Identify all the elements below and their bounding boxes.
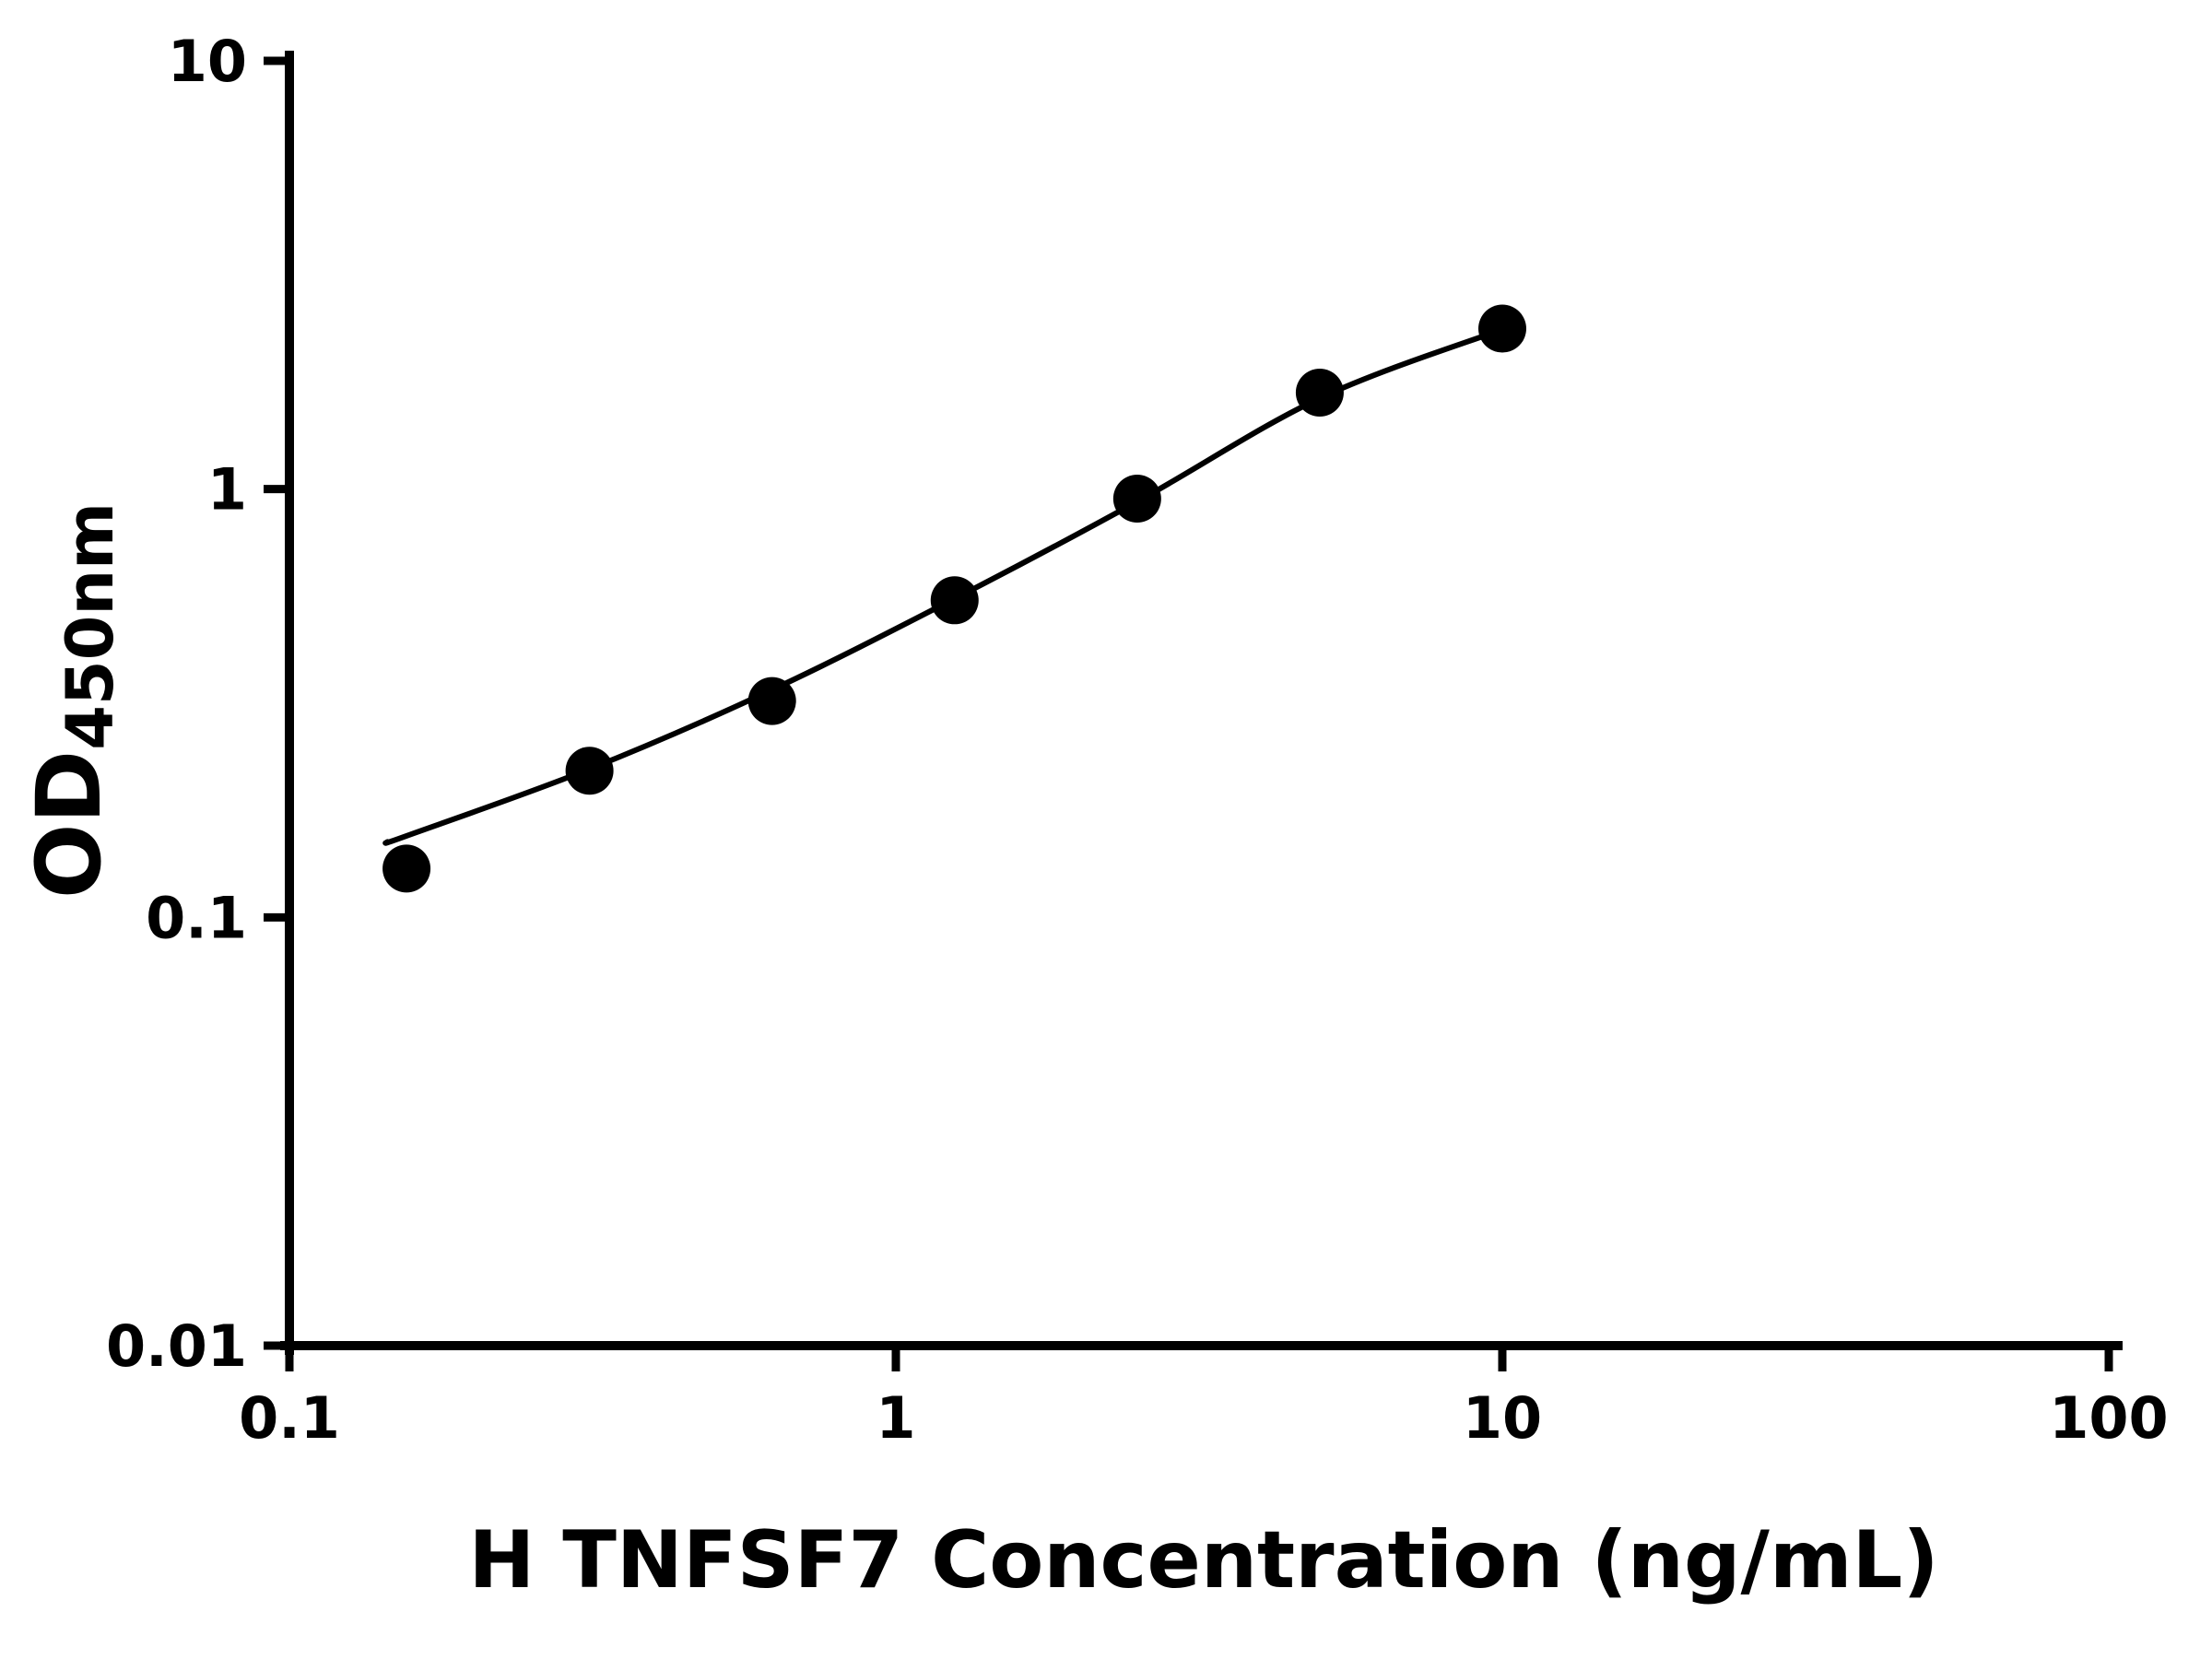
data-point (747, 677, 796, 725)
x-tick-label: 1 (876, 1384, 915, 1452)
data-point (382, 844, 431, 893)
data-point (930, 576, 979, 625)
x-axis-title: H TNFSF7 Concentration (ng/mL) (468, 1514, 1939, 1606)
x-tick-label: 10 (1463, 1384, 1542, 1452)
y-tick-label: 10 (168, 28, 247, 95)
y-tick-label: 0.01 (106, 1312, 247, 1380)
data-point (1295, 368, 1344, 417)
data-point (1478, 304, 1526, 353)
data-point (1112, 475, 1161, 524)
y-tick-label: 0.1 (146, 884, 247, 951)
x-tick-label: 100 (2049, 1384, 2168, 1452)
y-axis-title-main: OD (18, 749, 121, 900)
y-tick-label: 1 (207, 456, 247, 524)
x-tick-label: 0.1 (239, 1384, 340, 1452)
data-point (565, 747, 614, 795)
y-axis-title: OD450nm (18, 502, 128, 899)
y-axis-title-subscript: 450nm (53, 501, 128, 750)
